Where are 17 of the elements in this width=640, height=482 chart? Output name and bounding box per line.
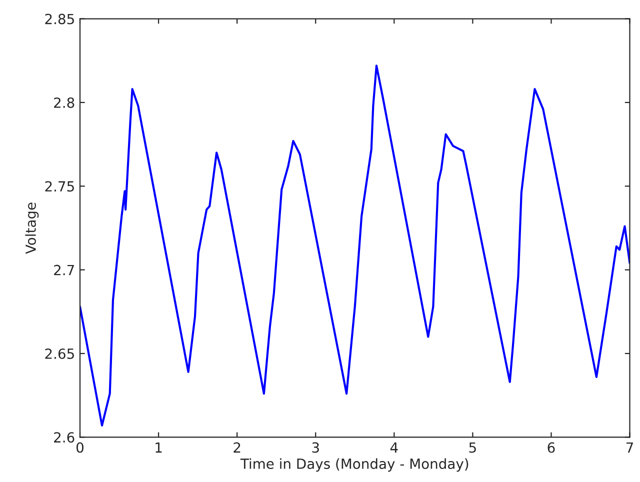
y-tick-label: 2.75: [45, 181, 74, 192]
line-series: [80, 64, 630, 427]
y-tick-label: 2.85: [45, 14, 74, 24]
x-tick-label: 3: [312, 442, 319, 453]
x-tick-label: 2: [234, 442, 240, 453]
x-axis-title: Time in Days (Monday - Monday): [240, 458, 468, 472]
x-tick-label: 4: [390, 442, 398, 453]
y-tick-label: 2.6: [54, 432, 74, 443]
x-tick-label: 0: [76, 442, 84, 453]
x-tick-label: 6: [548, 442, 555, 453]
y-tick-label: 2.7: [54, 264, 74, 276]
x-tick-label: 1: [156, 442, 162, 453]
x-tick-label: 5: [469, 442, 476, 453]
y-tick-label: 2.8: [54, 97, 74, 108]
y-axis-title: Voltage: [25, 202, 39, 254]
y-tick-label: 2.65: [45, 348, 74, 359]
x-tick-label: 7: [626, 442, 633, 453]
